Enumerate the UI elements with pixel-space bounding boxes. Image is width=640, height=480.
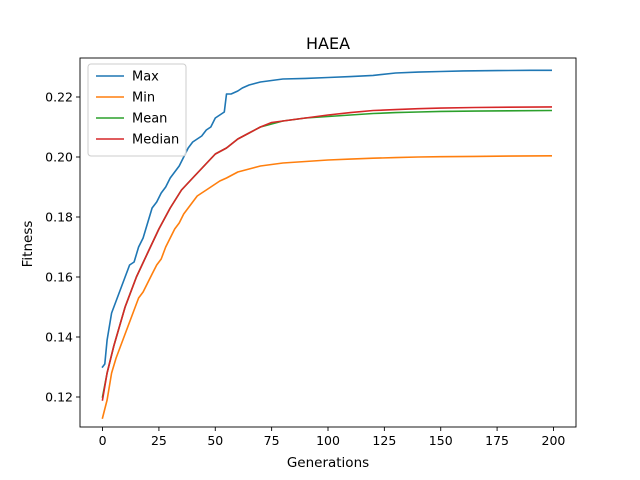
x-tick-label: 175 [485, 433, 509, 448]
legend-label-max: Max [132, 70, 159, 85]
y-tick-label: 0.12 [45, 390, 73, 405]
x-tick-label: 150 [429, 433, 453, 448]
x-axis-label: Generations [287, 455, 369, 471]
x-tick-label: 100 [316, 433, 340, 448]
legend-box [87, 63, 187, 157]
x-tick-label: 50 [207, 433, 223, 448]
legend-label-min: Min [132, 91, 155, 106]
legend-label-mean: Mean [132, 112, 167, 127]
y-tick-label: 0.20 [45, 150, 73, 165]
y-tick-label: 0.22 [45, 90, 73, 105]
x-tick-label: 125 [372, 433, 396, 448]
x-tick-label: 75 [264, 433, 280, 448]
x-tick-label: 200 [542, 433, 566, 448]
chart-title: HAEA [306, 34, 350, 53]
legend-label-median: Median [132, 133, 179, 148]
series-line-min [101, 154, 553, 419]
y-tick-label: 0.16 [45, 270, 73, 285]
y-tick-label: 0.18 [45, 210, 73, 225]
series-line-max [101, 69, 552, 369]
x-tick-label: 0 [99, 433, 107, 448]
y-axis-label: Fitness [20, 221, 36, 268]
y-tick-label: 0.14 [45, 330, 73, 345]
x-tick-label: 25 [151, 433, 167, 448]
legend: Max Min Mean Median [87, 63, 187, 157]
series-line-median [101, 106, 553, 401]
plot-area: 0 25 50 75 100 125 150 175 200 0.12 0.14 0.16 0.18 0.… [45, 57, 577, 448]
